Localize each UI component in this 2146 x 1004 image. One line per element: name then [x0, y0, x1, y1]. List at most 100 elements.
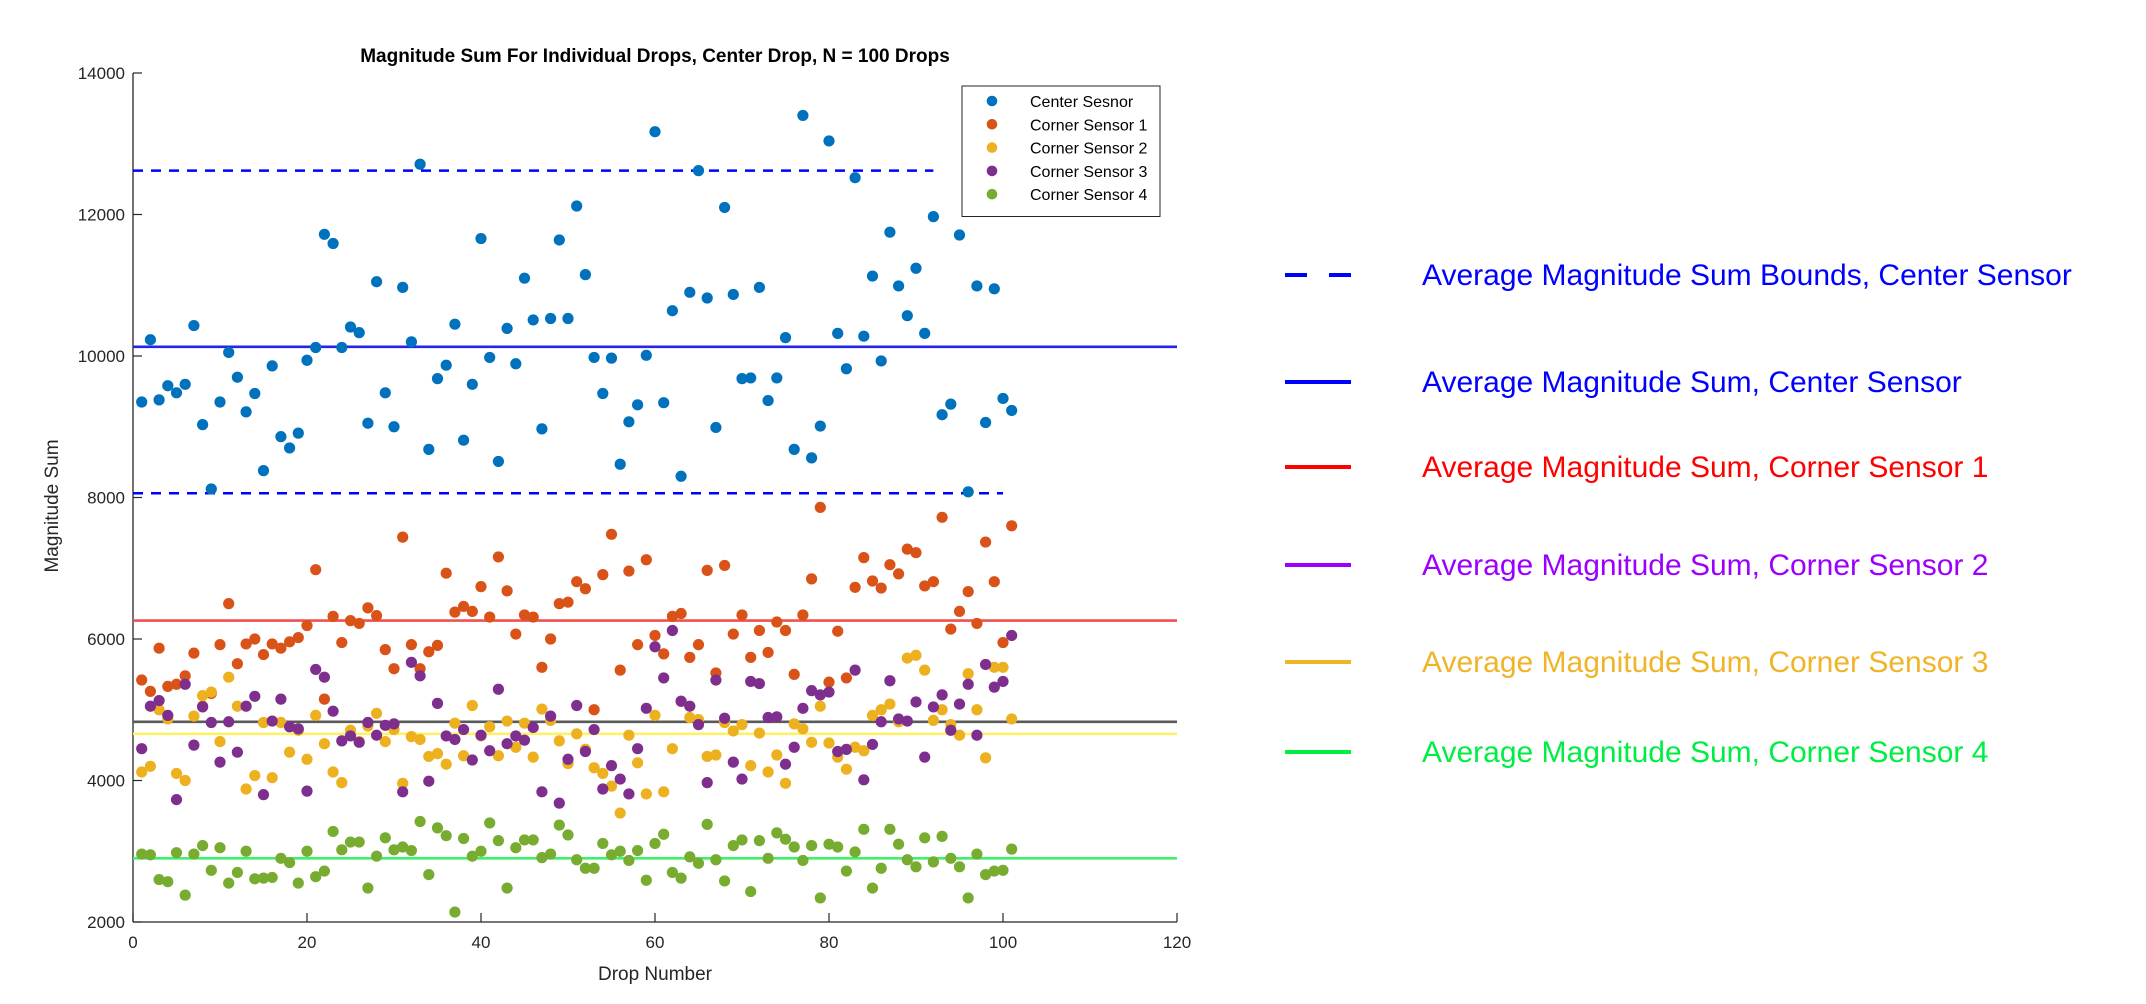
data-point [484, 611, 496, 623]
data-point [153, 694, 165, 707]
data-point [466, 754, 478, 766]
data-point [684, 651, 696, 663]
data-point [858, 552, 870, 564]
data-point [197, 701, 209, 713]
data-point [684, 711, 696, 724]
data-point [953, 698, 966, 710]
data-point [649, 126, 661, 138]
data-point [762, 766, 774, 778]
data-point [571, 728, 583, 740]
data-point [988, 576, 1000, 588]
data-point [458, 600, 470, 613]
x-tick-label: 60 [646, 933, 665, 952]
data-point [1006, 520, 1018, 532]
data-point [605, 849, 618, 861]
data-point [240, 638, 252, 650]
data-point [953, 729, 966, 741]
data-point [753, 281, 766, 293]
data-point [571, 576, 583, 588]
data-point [936, 830, 948, 842]
data-point [988, 283, 1000, 295]
data-point [919, 664, 931, 676]
data-point [518, 609, 531, 621]
data-point [858, 823, 870, 835]
legend-marker [986, 142, 998, 153]
data-point [414, 158, 426, 170]
data-point [197, 419, 209, 431]
data-point [301, 354, 313, 366]
data-point [658, 397, 670, 409]
series-1 [136, 109, 1018, 498]
data-point [562, 596, 574, 608]
data-point [188, 319, 200, 332]
data-point [762, 646, 774, 659]
data-point [405, 639, 417, 651]
data-point [666, 610, 679, 622]
data-point [214, 842, 226, 854]
data-point [849, 846, 861, 858]
data-point [475, 232, 487, 245]
data-point [1006, 629, 1018, 642]
data-point [666, 305, 679, 317]
data-point [153, 873, 165, 886]
data-point [901, 543, 913, 555]
data-point [536, 852, 548, 864]
data-point [492, 835, 504, 847]
data-point [170, 767, 183, 780]
data-point [301, 753, 313, 765]
data-point [536, 423, 548, 435]
data-point [240, 700, 252, 712]
data-point [919, 580, 931, 592]
data-point [875, 582, 887, 594]
data-point [510, 628, 522, 640]
data-point [327, 237, 339, 250]
data-point [997, 661, 1009, 673]
data-point [623, 416, 635, 428]
data-point [475, 729, 487, 741]
data-point [640, 874, 652, 886]
data-point [231, 658, 243, 670]
data-point [858, 774, 870, 786]
legend-label: Corner Sensor 2 [1030, 141, 1147, 158]
data-point [945, 398, 957, 410]
legend-label: Corner Sensor 1 [1030, 117, 1147, 134]
data-point [257, 465, 270, 477]
data-point [849, 664, 861, 676]
data-point [266, 715, 278, 727]
data-point [162, 709, 174, 722]
data-point [649, 641, 661, 653]
data-point [640, 349, 652, 361]
data-point [466, 699, 478, 712]
data-point [658, 648, 670, 660]
data-point [405, 731, 417, 743]
data-point [701, 564, 713, 576]
data-point [779, 624, 792, 637]
data-point [927, 714, 940, 726]
data-point [666, 743, 679, 755]
data-point [179, 774, 191, 787]
data-point [266, 638, 278, 650]
data-point [423, 646, 435, 658]
data-point [318, 228, 330, 240]
data-point [623, 854, 635, 867]
data-point [162, 680, 174, 693]
data-point [179, 889, 191, 901]
data-point [353, 836, 365, 848]
data-point [301, 845, 313, 857]
data-point [449, 717, 461, 729]
data-point [153, 394, 165, 406]
data-point [553, 797, 565, 809]
data-point [562, 829, 574, 841]
data-point [310, 871, 322, 883]
data-point [205, 686, 217, 698]
data-point [405, 656, 417, 668]
data-point [536, 786, 548, 798]
legend-label: Center Sesnor [1030, 94, 1134, 111]
legend-item-label: Average Magnitude Sum, Corner Sensor 3 [1422, 646, 1989, 679]
data-point [553, 735, 565, 747]
data-point [762, 394, 774, 407]
data-point [170, 794, 183, 806]
data-point [597, 569, 609, 581]
data-point [458, 434, 470, 446]
data-point [788, 718, 800, 730]
